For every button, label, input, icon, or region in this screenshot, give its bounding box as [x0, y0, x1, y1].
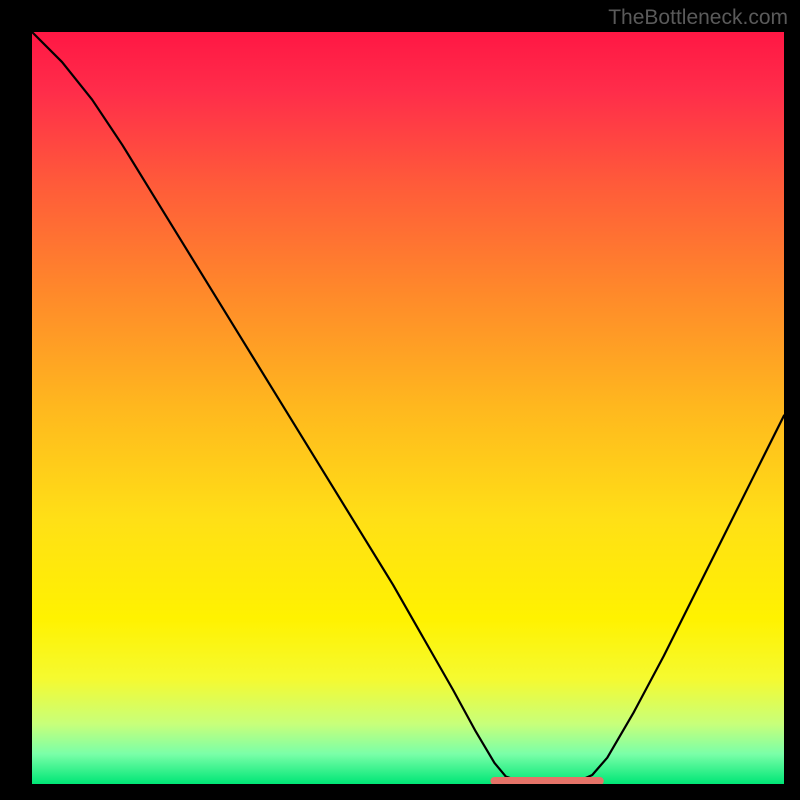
chart-svg	[32, 32, 784, 784]
gradient-background	[32, 32, 784, 784]
bottleneck-chart	[32, 32, 784, 784]
watermark-text: TheBottleneck.com	[608, 6, 788, 30]
